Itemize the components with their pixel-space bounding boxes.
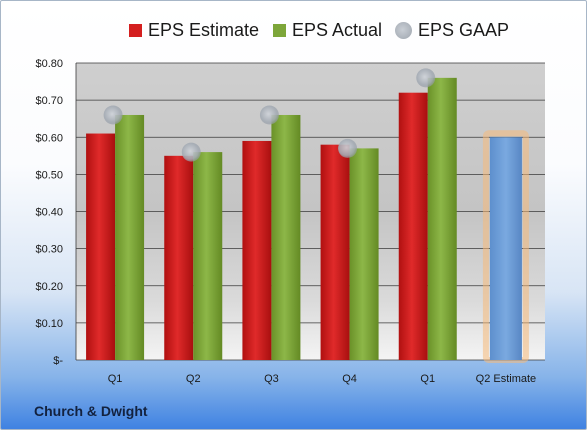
legend-label-estimate: EPS Estimate <box>148 19 260 40</box>
y-tick-label: $0.60 <box>35 132 63 144</box>
bar-q2-estimate <box>489 137 522 360</box>
bar-eps-actual <box>427 77 457 360</box>
bar-eps-actual <box>115 114 145 360</box>
y-tick-label: $0.50 <box>35 169 63 181</box>
y-tick-label: $0.20 <box>35 281 63 293</box>
legend-label-gaap: EPS GAAP <box>418 19 510 40</box>
bar-eps-estimate <box>86 133 116 360</box>
bar-eps-estimate <box>164 155 194 360</box>
marker-eps-gaap <box>416 68 436 88</box>
x-tick-label: Q1 <box>420 373 435 385</box>
x-tick-label: Q1 <box>108 373 123 385</box>
marker-eps-gaap <box>181 142 201 162</box>
x-tick-label: Q2 Estimate <box>476 373 537 385</box>
legend-swatch-estimate <box>129 23 142 37</box>
x-tick-label: Q4 <box>342 373 357 385</box>
legend-swatch-actual <box>273 23 286 37</box>
company-name: Church & Dwight <box>34 403 148 419</box>
legend-eps-actual: EPS Actual <box>273 15 382 45</box>
marker-eps-gaap <box>338 138 358 158</box>
y-tick-label: $0.70 <box>35 95 63 107</box>
y-tick-label: $0.80 <box>35 58 63 70</box>
legend-label-actual: EPS Actual <box>292 19 383 40</box>
bar-eps-actual <box>349 148 379 360</box>
y-tick-label: $0.30 <box>35 244 63 256</box>
y-tick-label: $- <box>53 355 63 367</box>
legend: EPS Estimate EPS Actual EPS GAAP <box>1 15 587 45</box>
marker-eps-gaap <box>259 105 279 125</box>
x-tick-label: Q3 <box>264 373 279 385</box>
y-tick-label: $0.10 <box>35 318 63 330</box>
bar-eps-actual <box>271 114 301 360</box>
legend-eps-estimate: EPS Estimate <box>129 15 259 45</box>
bar-eps-actual <box>193 152 223 360</box>
legend-eps-gaap: EPS GAAP <box>395 15 509 45</box>
bar-eps-estimate <box>398 92 428 360</box>
x-tick-label: Q2 <box>186 373 201 385</box>
bar-eps-estimate <box>242 140 272 360</box>
legend-swatch-gaap <box>395 21 412 39</box>
y-tick-label: $0.40 <box>35 207 63 219</box>
bar-eps-estimate <box>320 144 350 360</box>
marker-eps-gaap <box>103 105 123 125</box>
